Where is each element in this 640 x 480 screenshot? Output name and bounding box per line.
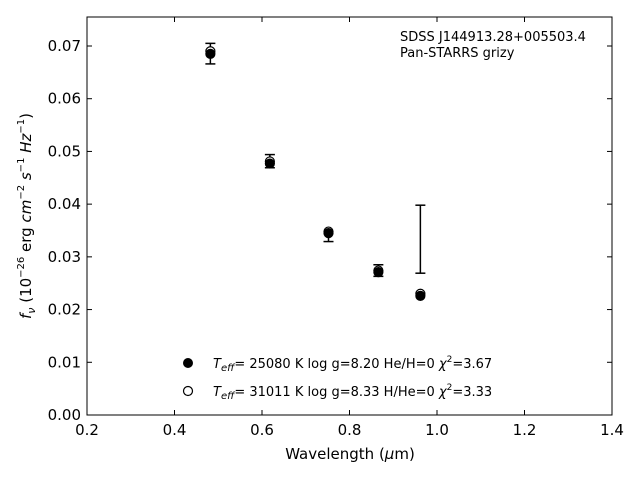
legend-text-2: Teff= 31011 K log g=8.33 H/He=0 χ2=3.33	[213, 383, 492, 402]
x-tick-label: 1.0	[425, 421, 449, 439]
y-axis-label: fν (10−26 erg cm−2 s−1 Hz−1)	[16, 113, 38, 319]
model-point-filled	[264, 158, 275, 169]
y-tick-label: 0.05	[48, 142, 81, 160]
y-tick-label: 0.00	[48, 406, 81, 424]
x-axis-label: Wavelength (μm)	[285, 445, 415, 463]
x-tick-label: 1.4	[600, 421, 624, 439]
y-tick-label: 0.01	[48, 353, 81, 371]
annotation-survey: Pan-STARRS grizy	[400, 46, 515, 61]
legend: Teff= 25080 K log g=8.20 He/H=0 χ2=3.67 …	[182, 355, 492, 402]
model-point-filled	[415, 290, 426, 301]
model-point-filled	[323, 228, 334, 239]
x-tick-label: 0.8	[338, 421, 362, 439]
model-point-filled	[205, 48, 216, 60]
x-axis-ticks: 0.2 0.4 0.6 0.8 1.0 1.2 1.4	[75, 17, 624, 439]
data-markers	[205, 46, 426, 301]
legend-marker-open	[182, 385, 194, 397]
annotation-object-name: SDSS J144913.28+005503.4	[400, 30, 586, 45]
legend-text-1: Teff= 25080 K log g=8.20 He/H=0 χ2=3.67	[213, 355, 492, 374]
x-tick-label: 1.2	[513, 421, 537, 439]
y-tick-label: 0.04	[48, 195, 81, 213]
x-tick-label: 0.4	[163, 421, 187, 439]
legend-marker-filled	[183, 358, 193, 368]
plot-frame	[86, 16, 613, 416]
error-bars	[205, 42, 426, 278]
y-tick-label: 0.06	[48, 90, 81, 108]
y-axis-ticks: 0.00 0.01 0.02 0.03 0.04 0.05 0.06 0.07	[48, 37, 612, 424]
y-tick-label: 0.02	[48, 301, 81, 319]
y-tick-label: 0.07	[48, 37, 81, 55]
x-tick-label: 0.2	[75, 421, 99, 439]
y-tick-label: 0.03	[48, 248, 81, 266]
x-tick-label: 0.6	[250, 421, 274, 439]
model-point-filled	[373, 267, 384, 278]
